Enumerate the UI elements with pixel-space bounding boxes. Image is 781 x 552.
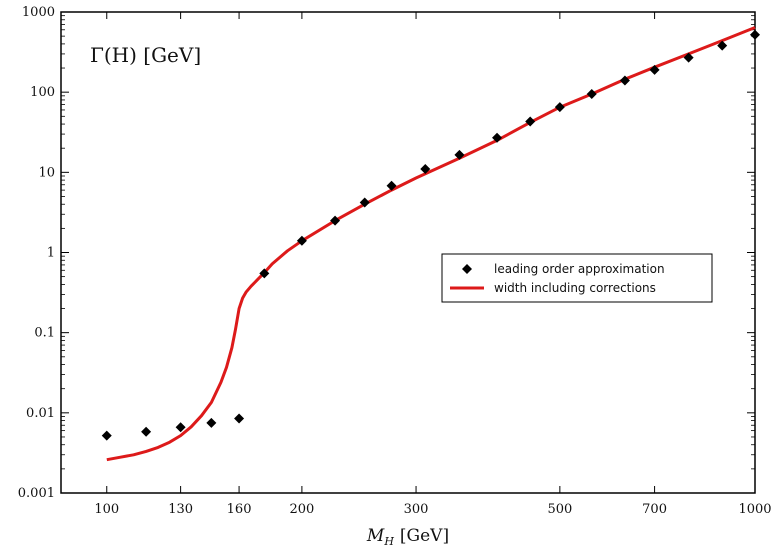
x-tick-label: 130 [168,502,193,517]
leading-order-point [420,164,431,175]
x-tick-label: 500 [547,502,572,517]
leading-order-point [386,180,397,191]
x-tick-label: 300 [404,502,429,517]
leading-order-point [554,102,565,113]
leading-order-points-layer [101,29,760,441]
x-axis-title-unit: [GeV] [400,526,449,546]
leading-order-point [359,197,370,208]
legend: leading order approximation width includ… [441,253,713,303]
leading-order-point [492,132,503,143]
corrections-curve [106,26,756,462]
legend-box [441,253,713,303]
leading-order-point [206,417,217,428]
leading-order-point [454,149,465,160]
leading-order-point [296,235,307,246]
y-tick-label: 0.001 [18,486,55,501]
x-axis-title: MH [GeV] [366,526,449,548]
x-tick-label: 160 [227,502,252,517]
x-axis-title-sub: H [383,535,394,548]
leading-order-point [683,52,694,63]
leading-order-point [717,40,728,51]
leading-order-point [330,215,341,226]
x-tick-label: 700 [642,502,667,517]
leading-order-point [175,422,186,433]
y-tick-label: 10 [38,165,55,180]
chart-annotation: Γ(H) [GeV] [90,43,201,67]
legend-marker-diamond [462,264,472,274]
leading-order-point [525,116,536,127]
y-tick-label: 1 [47,246,55,261]
y-tick-label: 0.1 [34,326,55,341]
leading-order-point [750,29,760,40]
x-tick-label: 1000 [738,502,771,517]
y-tick-label: 0.01 [26,406,55,421]
leading-order-point [619,75,630,86]
legend-label-corrections: width including corrections [494,281,656,295]
leading-order-point [234,413,245,424]
x-axis-title-main: M [366,526,385,546]
legend-label-leading-order: leading order approximation [494,262,665,276]
leading-order-point [649,64,660,75]
x-tick-label: 200 [289,502,314,517]
y-tick-label: 1000 [22,5,55,20]
leading-order-point [101,430,112,441]
leading-order-point [141,426,152,437]
x-tick-label: 100 [94,502,119,517]
corrections-curve-layer [106,26,756,462]
leading-order-point [586,88,597,99]
plot-frame [60,11,756,494]
y-tick-label: 100 [30,85,55,100]
leading-order-point [259,268,270,279]
